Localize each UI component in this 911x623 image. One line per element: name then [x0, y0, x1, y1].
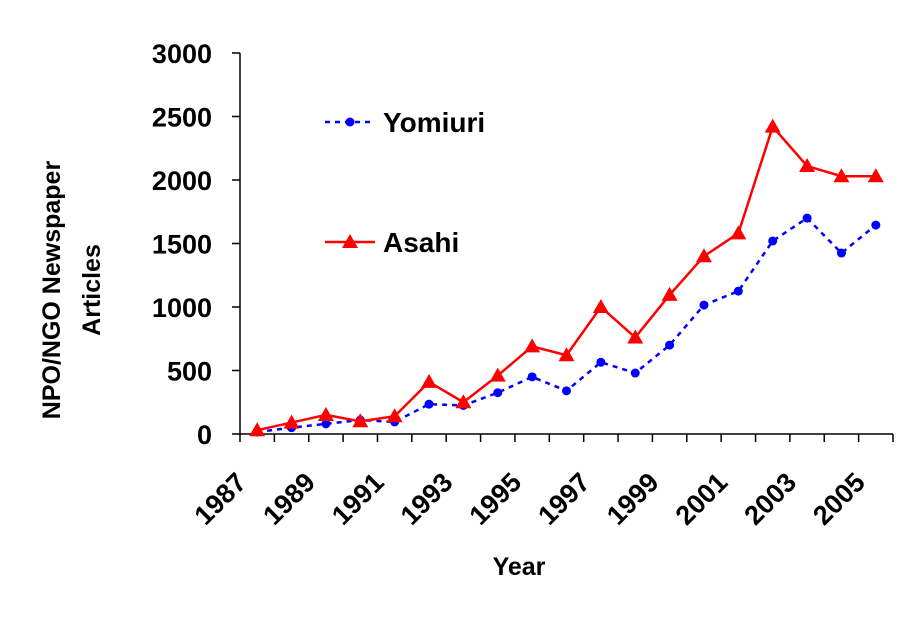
marker [665, 340, 675, 350]
marker [867, 168, 884, 183]
marker [802, 213, 812, 223]
marker [249, 422, 266, 437]
y-tick-label: 0 [197, 420, 212, 450]
marker [489, 367, 506, 382]
marker [592, 299, 609, 313]
marker [661, 286, 678, 301]
marker [699, 300, 709, 310]
marker [768, 236, 778, 246]
x-tick-label: 2005 [807, 467, 871, 531]
y-tick-label: 1500 [152, 230, 212, 260]
y-axis-label: Articles [78, 244, 106, 336]
marker [596, 357, 606, 367]
marker [524, 338, 541, 353]
x-tick-label: 1989 [257, 467, 321, 531]
series-line [257, 216, 877, 434]
series-line [256, 124, 876, 432]
y-axis-label: NPO/NGO Newspaper [38, 161, 66, 420]
x-tick-label: 1993 [395, 467, 459, 531]
y-tick-label: 2000 [152, 166, 212, 196]
marker [836, 248, 846, 258]
marker [283, 414, 300, 429]
marker [627, 329, 644, 344]
x-tick-label: 1987 [189, 467, 253, 531]
marker [558, 347, 575, 362]
y-tick-label: 500 [167, 357, 212, 387]
x-axis-label: Year [493, 553, 546, 581]
legend-marker [342, 234, 358, 248]
legend-label: Asahi [383, 227, 459, 258]
marker [764, 118, 781, 133]
marker [493, 388, 503, 398]
x-tick-label: 1999 [601, 467, 665, 531]
marker [733, 286, 743, 296]
marker [695, 248, 712, 263]
marker [527, 372, 537, 382]
marker [871, 220, 881, 230]
marker [799, 158, 816, 173]
marker [562, 386, 571, 396]
x-tick-label: 1997 [532, 467, 596, 531]
marker [455, 394, 472, 409]
x-tick-label: 2001 [670, 467, 734, 531]
marker [352, 413, 369, 428]
legend-label: Yomiuri [383, 107, 485, 138]
y-tick-label: 3000 [152, 39, 212, 69]
marker [424, 399, 434, 409]
marker [317, 406, 334, 421]
marker [386, 408, 403, 423]
y-tick-label: 1000 [152, 293, 212, 323]
x-tick-label: 1991 [326, 467, 390, 531]
marker [321, 419, 331, 429]
marker [421, 373, 438, 388]
marker [833, 168, 850, 183]
x-tick-label: 1995 [463, 467, 527, 531]
legend-marker [345, 117, 355, 127]
marker [630, 368, 640, 378]
y-tick-label: 2500 [152, 103, 212, 133]
x-tick-label: 2003 [738, 467, 802, 531]
marker [730, 225, 747, 240]
